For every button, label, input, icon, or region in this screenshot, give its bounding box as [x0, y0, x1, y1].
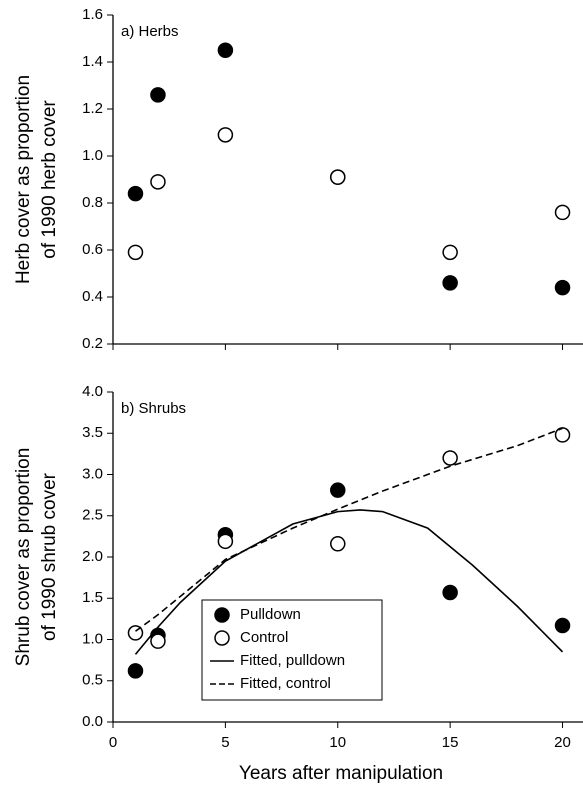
y-axis-label: of 1990 herb cover — [39, 100, 60, 259]
panel-title: b) Shrubs — [121, 400, 186, 417]
y-tick-label: 0.6 — [82, 241, 103, 258]
legend-label: Fitted, control — [240, 675, 331, 692]
y-tick-label: 0.2 — [82, 335, 103, 352]
marker — [442, 275, 458, 291]
y-tick-label: 2.0 — [82, 548, 103, 565]
x-axis-label: Years after manipulation — [239, 763, 443, 784]
marker — [150, 174, 166, 190]
marker — [217, 533, 234, 550]
y-tick-label: 1.0 — [82, 630, 103, 647]
x-tick-label: 20 — [554, 734, 571, 751]
x-tick-label: 0 — [109, 734, 117, 751]
legend-label: Fitted, pulldown — [240, 652, 345, 669]
marker — [127, 244, 144, 261]
marker — [330, 482, 346, 498]
x-tick-label: 5 — [221, 734, 229, 751]
y-tick-label: 0.0 — [82, 713, 103, 730]
y-tick-label: 0.8 — [82, 194, 103, 211]
marker — [442, 450, 458, 466]
y-tick-label: 1.4 — [82, 53, 103, 70]
y-tick-label: 1.6 — [82, 6, 103, 23]
y-tick-label: 3.5 — [82, 424, 103, 441]
marker — [217, 42, 234, 58]
y-axis-label: Herb cover as proportion — [13, 75, 34, 284]
marker — [330, 169, 346, 185]
marker — [554, 204, 571, 221]
marker — [554, 617, 571, 634]
legend-marker — [214, 630, 230, 646]
y-axis-label: of 1990 shrub cover — [39, 472, 60, 641]
marker — [150, 87, 166, 103]
marker — [554, 427, 571, 443]
legend-marker — [214, 607, 230, 623]
legend-label: Pulldown — [240, 606, 301, 623]
marker — [150, 633, 166, 649]
x-tick-label: 15 — [442, 734, 459, 751]
marker — [330, 536, 346, 552]
marker — [442, 584, 458, 601]
fitted-line — [134, 509, 564, 655]
y-tick-label: 1.0 — [82, 147, 103, 164]
legend: Pulldown Control Fitted, pulldown Fitted, c… — [201, 599, 383, 701]
y-tick-label: 1.2 — [82, 100, 103, 117]
legend-label: Control — [240, 629, 288, 646]
y-tick-label: 3.0 — [82, 465, 103, 482]
marker — [554, 279, 571, 296]
fitted-line — [135, 427, 563, 632]
marker — [127, 663, 144, 679]
marker — [127, 185, 144, 202]
x-tick-label: 10 — [329, 734, 346, 751]
y-tick-label: 0.4 — [82, 288, 103, 305]
marker — [217, 127, 234, 143]
y-axis-label: Shrub cover as proportion — [13, 448, 34, 667]
y-tick-label: 1.5 — [82, 589, 103, 606]
y-tick-label: 4.0 — [82, 383, 103, 400]
y-tick-label: 2.5 — [82, 507, 103, 524]
y-tick-label: 0.5 — [82, 672, 103, 689]
panel-title: a) Herbs — [121, 23, 179, 40]
marker — [442, 244, 458, 261]
